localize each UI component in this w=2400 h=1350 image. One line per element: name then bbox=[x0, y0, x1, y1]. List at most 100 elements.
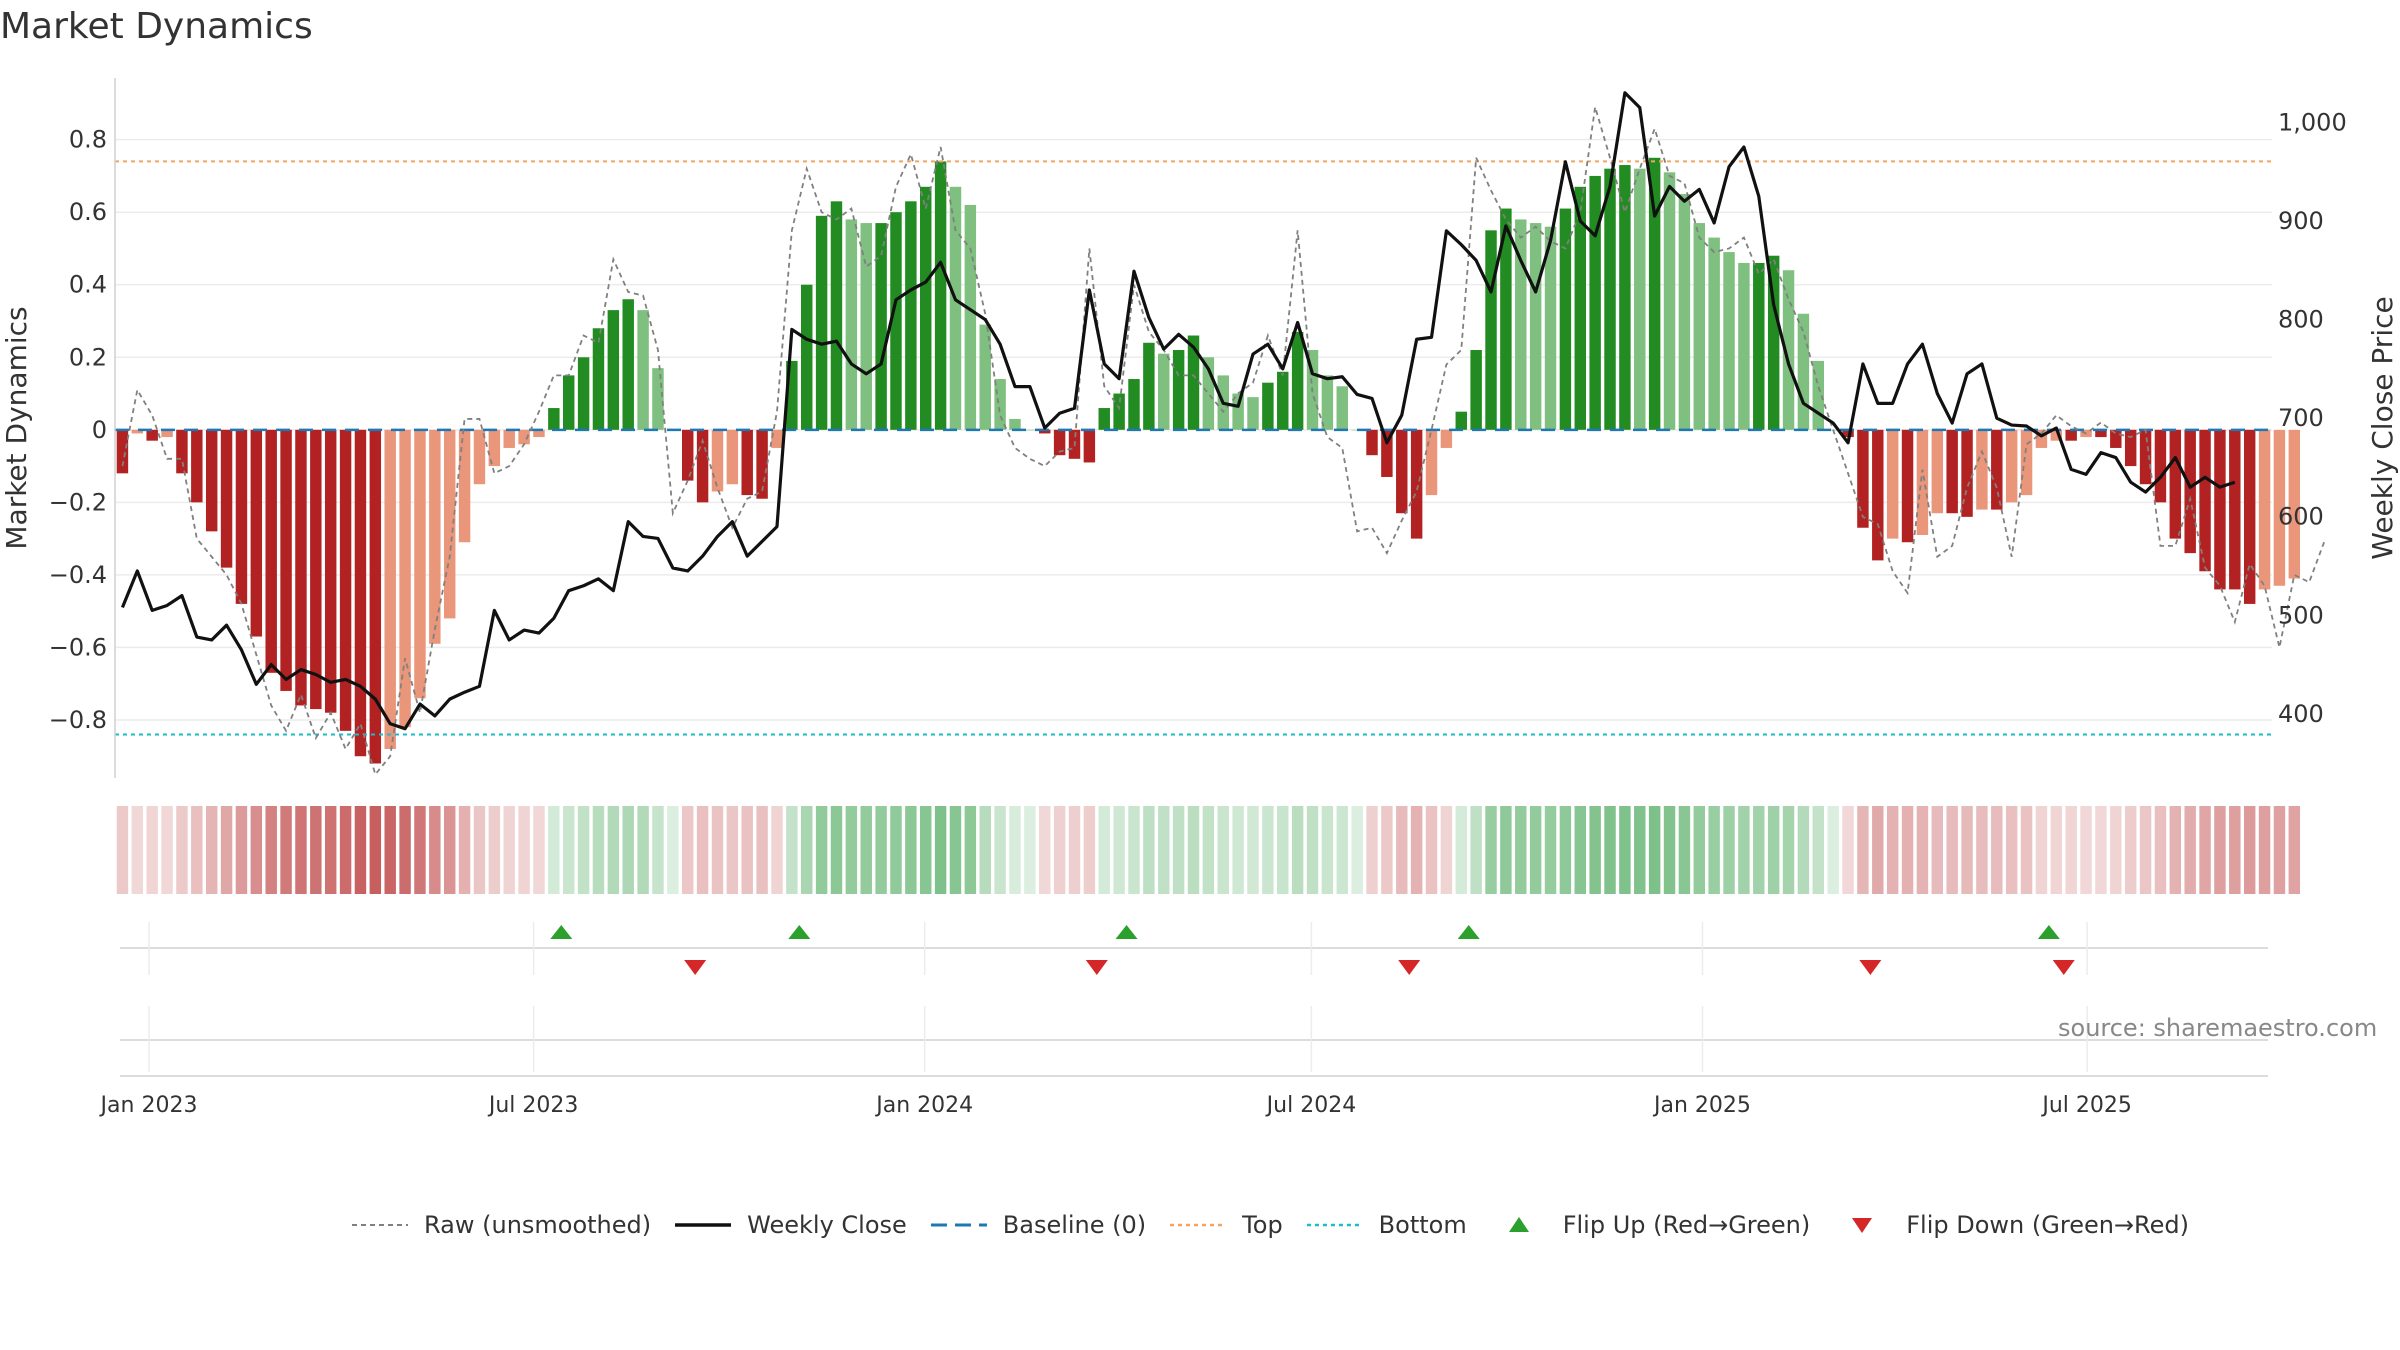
heat-strip bbox=[116, 806, 2301, 894]
heat-cell bbox=[1991, 806, 2003, 894]
heat-cell bbox=[801, 806, 813, 894]
heat-cell bbox=[1753, 806, 1765, 894]
bar bbox=[473, 429, 486, 485]
heat-cell bbox=[1396, 806, 1408, 894]
y2-tick-label: 1,000 bbox=[2278, 108, 2347, 136]
heat-cell bbox=[1098, 806, 1110, 894]
flip-down-marker bbox=[1085, 960, 1108, 975]
heat-cell bbox=[2229, 806, 2241, 894]
heat-cell bbox=[1544, 806, 1557, 894]
heat-cell bbox=[1574, 806, 1586, 894]
heat-cell bbox=[1381, 806, 1393, 894]
flip-up-marker bbox=[550, 925, 573, 939]
legend-item-raw: Raw (unsmoothed) bbox=[350, 1210, 651, 1240]
bar bbox=[1053, 429, 1066, 456]
bar bbox=[1767, 255, 1780, 430]
bar bbox=[339, 429, 352, 731]
heat-cell bbox=[384, 806, 396, 894]
heat-cell bbox=[399, 806, 411, 894]
flip-down-marker bbox=[2052, 960, 2075, 975]
bar bbox=[488, 429, 501, 467]
x-tick-label: Jul 2023 bbox=[487, 1093, 579, 1118]
heat-cell bbox=[786, 806, 798, 894]
flip-down-marker bbox=[684, 960, 707, 975]
heat-cell bbox=[310, 806, 322, 894]
heat-cell bbox=[1351, 806, 1363, 894]
heat-cell bbox=[265, 806, 277, 894]
heat-cell bbox=[1202, 806, 1215, 894]
heat-cell bbox=[1782, 806, 1795, 894]
heat-cell bbox=[1321, 806, 1334, 894]
heat-cell bbox=[1872, 806, 1884, 894]
bar bbox=[2035, 429, 2048, 448]
bar bbox=[191, 429, 203, 503]
bar bbox=[2020, 429, 2033, 496]
heat-cell bbox=[815, 806, 828, 894]
bar bbox=[1976, 429, 1988, 510]
legend-label: Top bbox=[1242, 1211, 1283, 1239]
legend-item-bottom: Bottom bbox=[1305, 1210, 1467, 1240]
y2-tick-label: 600 bbox=[2278, 503, 2324, 531]
heat-cell bbox=[949, 806, 962, 894]
bar bbox=[577, 357, 590, 430]
bar bbox=[1589, 175, 1601, 430]
heat-cell bbox=[2243, 806, 2256, 894]
bar bbox=[2005, 429, 2018, 503]
bar bbox=[1723, 252, 1735, 430]
bar bbox=[815, 215, 828, 430]
heat-cell bbox=[1916, 806, 1929, 894]
heat-cell bbox=[1619, 806, 1631, 894]
bar bbox=[1812, 360, 1825, 430]
bar bbox=[1663, 172, 1676, 430]
heat-cell bbox=[1247, 806, 1259, 894]
bar bbox=[994, 379, 1006, 430]
y-tick-label: 0.4 bbox=[69, 271, 107, 299]
bar bbox=[443, 429, 456, 619]
legend-item-flip-up: Flip Up (Red→Green) bbox=[1489, 1210, 1810, 1240]
heat-cell bbox=[1053, 806, 1066, 894]
legend-label: Raw (unsmoothed) bbox=[424, 1211, 652, 1239]
bar bbox=[1098, 408, 1110, 430]
heat-cell bbox=[2080, 806, 2092, 894]
heat-cell bbox=[607, 806, 620, 894]
bar bbox=[920, 186, 932, 430]
heat-cell bbox=[1812, 806, 1825, 894]
heat-cell bbox=[860, 806, 872, 894]
bar bbox=[1425, 429, 1438, 496]
flip-up-marker bbox=[1115, 925, 1138, 939]
heat-cell bbox=[592, 806, 605, 894]
heat-cell bbox=[1083, 806, 1096, 894]
heat-cell bbox=[131, 806, 144, 894]
bar bbox=[1485, 230, 1497, 430]
bar bbox=[1901, 429, 1914, 543]
legend: Raw (unsmoothed) Weekly Close Baseline (0)… bbox=[350, 1205, 2211, 1245]
bar bbox=[1648, 157, 1661, 430]
heat-cell bbox=[1708, 806, 1720, 894]
heat-cell bbox=[1857, 806, 1869, 894]
flip-up-marker bbox=[1457, 925, 1480, 939]
bar bbox=[1039, 429, 1051, 434]
bar bbox=[2169, 429, 2182, 539]
heat-cell bbox=[295, 806, 307, 894]
bar bbox=[1232, 393, 1244, 430]
bar bbox=[1321, 375, 1334, 430]
bar bbox=[458, 429, 471, 543]
y2-tick-label: 700 bbox=[2278, 404, 2324, 432]
heat-cell bbox=[1366, 806, 1378, 894]
bar bbox=[1559, 208, 1572, 430]
bar bbox=[1991, 429, 2003, 510]
heat-cell bbox=[1842, 806, 1854, 894]
dotted-gray-line-icon bbox=[352, 1224, 408, 1226]
bar bbox=[1009, 418, 1021, 430]
bar bbox=[1336, 386, 1348, 430]
heat-cell bbox=[979, 806, 991, 894]
heat-cell bbox=[1663, 806, 1676, 894]
heat-cell bbox=[1232, 806, 1244, 894]
flip-up-marker bbox=[788, 925, 811, 939]
heat-cell bbox=[771, 806, 783, 894]
bar bbox=[1916, 429, 1929, 535]
heat-cell bbox=[920, 806, 932, 894]
bar bbox=[265, 429, 277, 673]
bar bbox=[2258, 429, 2271, 590]
bar bbox=[1381, 429, 1393, 477]
